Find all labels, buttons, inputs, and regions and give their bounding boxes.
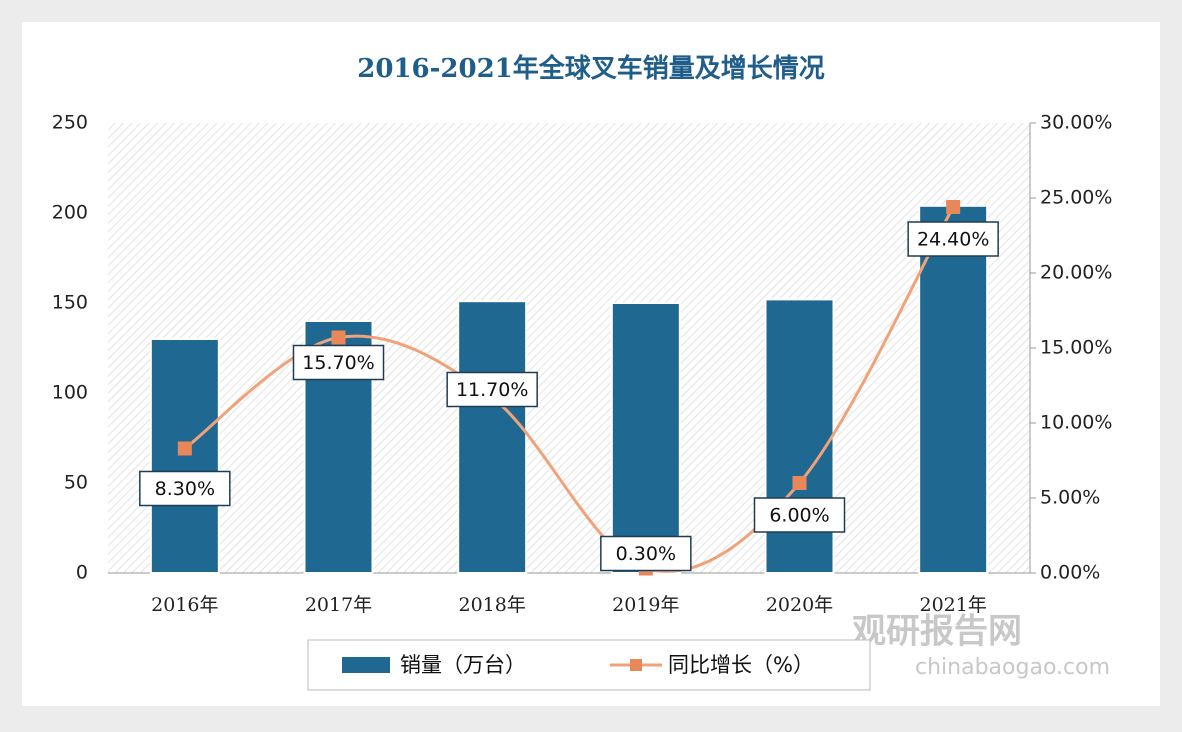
legend-label: 销量（万台） <box>400 653 526 677</box>
value-label: 0.30% <box>616 543 676 565</box>
y2-tick-label: 30.00% <box>1040 112 1112 134</box>
bar <box>918 204 989 575</box>
legend-swatch <box>342 657 390 673</box>
label-box <box>292 344 385 381</box>
x-tick-label: 2020年 <box>766 594 833 616</box>
y-tick-label: 50 <box>64 472 88 494</box>
y-tick-label: 0 <box>76 562 88 584</box>
bar <box>149 338 220 574</box>
value-label: 11.70% <box>456 379 528 401</box>
plot-area <box>108 123 1030 573</box>
value-label: 24.40% <box>917 229 989 251</box>
x-tick-label: 2019年 <box>612 594 679 616</box>
y-tick-label: 150 <box>52 292 88 314</box>
value-label: 8.30% <box>155 478 215 500</box>
legend-box <box>307 639 871 691</box>
label-box <box>139 470 231 507</box>
marker <box>177 441 192 456</box>
label-box <box>600 535 692 572</box>
label-box <box>907 221 999 257</box>
legend-swatch <box>630 659 642 671</box>
x-tick-label: 2021年 <box>919 594 986 616</box>
value-label: 15.70% <box>302 352 374 374</box>
y2-tick-label: 0.00% <box>1040 562 1100 584</box>
line <box>183 206 955 573</box>
y-tick-label: 100 <box>52 382 88 404</box>
bar <box>610 302 681 574</box>
label-box <box>446 371 538 408</box>
y-tick-label: 250 <box>52 112 88 134</box>
x-tick-label: 2016年 <box>151 594 218 616</box>
marker <box>331 330 346 345</box>
y2-tick-label: 5.00% <box>1040 487 1100 509</box>
y2-tick-label: 20.00% <box>1040 262 1112 284</box>
y-tick-label: 200 <box>52 202 88 224</box>
value-label: 6.00% <box>769 505 829 527</box>
watermark-url: chinabaogao.com <box>915 655 1110 680</box>
label-box <box>753 497 846 533</box>
marker <box>792 476 807 490</box>
legend-label: 同比增长（%） <box>668 653 814 677</box>
x-tick-label: 2017年 <box>305 594 372 616</box>
bar <box>457 300 528 574</box>
watermark-name: 观研报告网 <box>852 612 1022 652</box>
y2-tick-label: 10.00% <box>1040 412 1112 434</box>
chart-title: 2016-2021年全球叉车销量及增长情况 <box>357 53 825 84</box>
y2-tick-label: 15.00% <box>1040 337 1112 359</box>
x-tick-label: 2018年 <box>458 594 525 616</box>
marker <box>946 200 961 214</box>
y2-tick-label: 25.00% <box>1040 187 1112 209</box>
